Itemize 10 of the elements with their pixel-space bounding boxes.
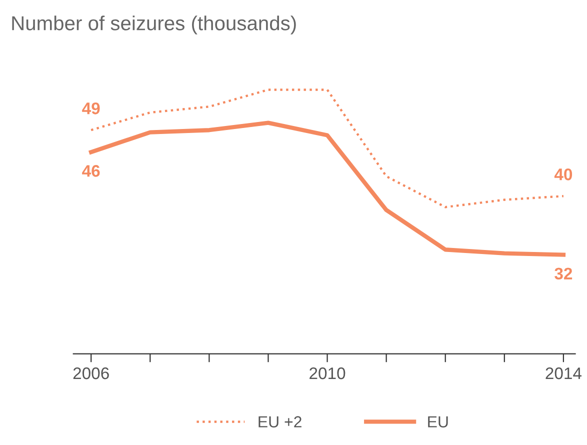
legend-label: EU +2	[258, 416, 302, 428]
x-tick-label: 2010	[310, 367, 346, 380]
x-tick-label: 2014	[546, 367, 582, 380]
data-label: 46	[82, 165, 100, 177]
legend-label: EU	[428, 416, 448, 428]
chart-title: Number of seizures (thousands)	[12, 16, 296, 34]
data-label: 49	[82, 102, 100, 114]
data-label: 32	[554, 268, 572, 280]
data-label: 40	[554, 168, 572, 180]
x-tick-label: 2006	[73, 367, 109, 380]
